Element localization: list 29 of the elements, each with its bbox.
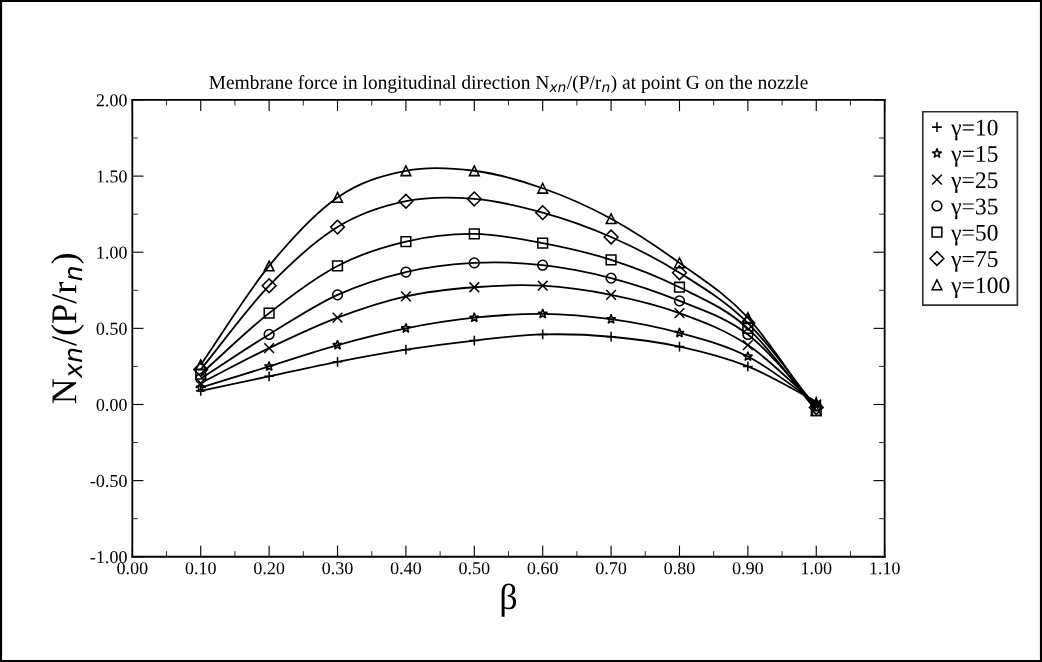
x-tick-label: 1.00: [802, 562, 832, 575]
x-tick-label: 0.80: [664, 562, 695, 575]
x-tick-label: 0.20: [254, 562, 285, 575]
legend-label: γ=50: [951, 224, 998, 246]
legend-label: γ=75: [951, 251, 998, 272]
y-tick-label: 0.50: [96, 322, 127, 335]
x-tick-label: 1.10: [870, 562, 900, 575]
x-tick-label: 0.70: [595, 562, 627, 575]
y-tick-label: 1.00: [97, 246, 127, 259]
x-tick-label: 0.10: [185, 562, 216, 575]
y-axis-title: N$_{xn}$/(P/r$_{n}$): [51, 253, 84, 404]
x-tick-label: 0.30: [322, 562, 353, 575]
y-tick-label: 0.00: [96, 398, 127, 411]
legend-label: γ=25: [951, 172, 998, 193]
chart-title: Membrane force in longitudinal direction N$_{xn}$/(P/r$_{n}$) at point G on the nozzle: [209, 75, 808, 93]
x-tick-label: 0.90: [732, 562, 763, 575]
y-tick-label: 2.00: [96, 94, 127, 107]
x-tick-label: 0.50: [459, 562, 490, 575]
legend-label: γ=10: [951, 119, 998, 141]
legend-label: γ=100: [951, 277, 1010, 299]
x-tick-label: 0.00: [117, 562, 148, 575]
y-tick-label: -0.50: [90, 474, 127, 488]
x-tick-label: 0.60: [527, 562, 558, 575]
y-tick-label: 1.50: [97, 170, 127, 183]
legend-label: γ=15: [951, 146, 998, 167]
legend-label: γ=35: [951, 198, 998, 220]
x-tick-label: 0.40: [390, 562, 422, 575]
x-axis-title: β: [501, 583, 517, 617]
y-tick-label: -1.00: [90, 551, 127, 564]
